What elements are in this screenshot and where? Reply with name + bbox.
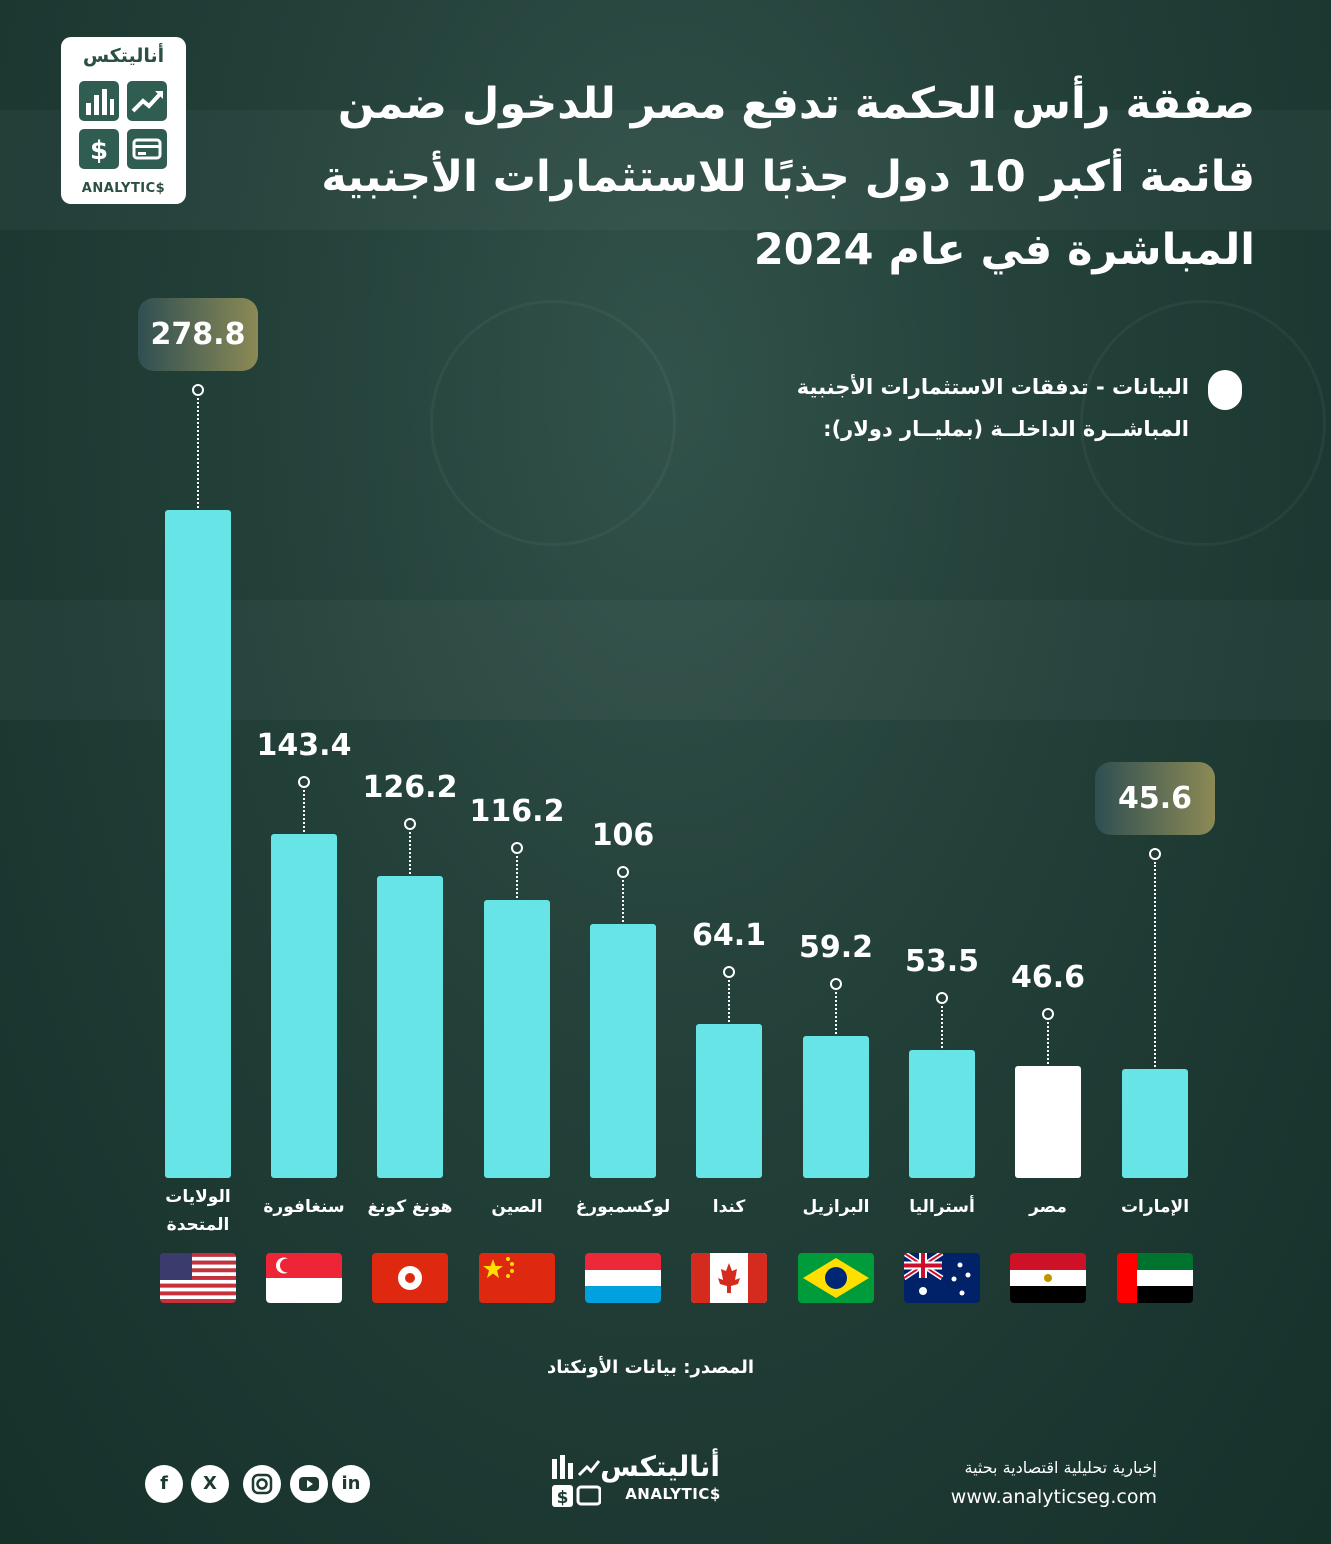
value-label-0: 278.8 (138, 298, 258, 371)
bar-8 (1015, 1066, 1081, 1178)
uae-flag-icon (1117, 1253, 1193, 1303)
footer-tagline: إخبارية تحليلية اقتصادية بحثية (964, 1458, 1157, 1477)
brand-logo: أناليتكس $ ANALYTIC$ (61, 37, 186, 204)
bar-3 (484, 900, 550, 1178)
leader-dot-2 (404, 818, 416, 830)
title-line-2: قائمة أكبر 10 دول جذبًا للاستثمارات الأج… (321, 152, 1255, 202)
x-icon[interactable]: X (191, 1465, 229, 1503)
linkedin-icon[interactable]: in (332, 1465, 370, 1503)
legend-line-2: المباشــرة الداخلــة (بمليــار دولار): (823, 417, 1189, 441)
value-label-3: 116.2 (469, 794, 565, 829)
bar-1 (271, 834, 337, 1178)
leader-dot-6 (830, 978, 842, 990)
china-flag-icon (479, 1253, 555, 1303)
leader-line-8 (1047, 1022, 1049, 1064)
bar-0 (165, 510, 231, 1178)
leader-line-2 (409, 832, 411, 874)
category-label-6: البرازيل (802, 1197, 870, 1217)
youtube-icon[interactable] (290, 1465, 328, 1503)
category-label-7: أستراليا (909, 1197, 975, 1217)
hong-kong-flag-icon (372, 1253, 448, 1303)
leader-line-1 (303, 790, 305, 832)
value-label-7: 53.5 (904, 944, 980, 979)
facebook-icon[interactable]: f (145, 1465, 183, 1503)
footer-url[interactable]: www.analyticseg.com (950, 1486, 1157, 1508)
leader-dot-8 (1042, 1008, 1054, 1020)
trend-up-icon (127, 81, 167, 121)
category-label-0: الولايات المتحدة (165, 1187, 231, 1235)
bar-5 (696, 1024, 762, 1178)
title-line-3: المباشرة في عام 2024 (753, 225, 1255, 275)
svg-text:$: $ (90, 136, 108, 166)
leader-dot-0 (192, 384, 204, 396)
footer-brand-arabic: أناليتكس (600, 1450, 720, 1483)
leader-line-3 (516, 856, 518, 898)
bar-4 (590, 924, 656, 1178)
category-label-3: الصين (491, 1197, 543, 1217)
leader-dot-1 (298, 776, 310, 788)
page-title: صفقة رأس الحكمة تدفع مصر للدخول ضمن قائم… (255, 68, 1255, 287)
instagram-icon[interactable] (243, 1465, 281, 1503)
bar-2 (377, 876, 443, 1178)
leader-dot-3 (511, 842, 523, 854)
category-label-8: مصر (1029, 1197, 1067, 1217)
legend-line-1: البيانات - تدفقات الاستثمارات الأجنبية (796, 375, 1189, 399)
bar-6 (803, 1036, 869, 1178)
value-label-2: 126.2 (362, 770, 458, 805)
value-label-5: 64.1 (691, 918, 767, 953)
value-label-9: 45.6 (1095, 762, 1215, 835)
category-label-9: الإمارات (1120, 1197, 1190, 1217)
australia-flag-icon (904, 1253, 980, 1303)
value-label-4: 106 (591, 818, 655, 853)
legend-marker (1208, 370, 1242, 410)
footer-brand-english: ANALYTIC$ (625, 1485, 721, 1503)
us-flag-icon (160, 1253, 236, 1303)
source-note: المصدر: بيانات الأونكتاد (546, 1357, 754, 1378)
dollar-icon: $ (79, 129, 119, 169)
banknote-seal (430, 300, 676, 546)
category-label-2: هونغ كونغ (367, 1197, 453, 1217)
logo-arabic-text: أناليتكس (82, 45, 165, 67)
brazil-flag-icon (798, 1253, 874, 1303)
bar-chart-icon (79, 81, 119, 121)
luxembourg-flag-icon (585, 1253, 661, 1303)
leader-line-7 (941, 1006, 943, 1048)
category-label-4: لوكسمبورغ (575, 1197, 671, 1217)
banknote-seal (1080, 300, 1326, 546)
category-label-5: كندا (712, 1197, 746, 1217)
leader-line-6 (835, 992, 837, 1034)
card-icon (127, 129, 167, 169)
leader-dot-9 (1149, 848, 1161, 860)
svg-text:$: $ (557, 1488, 569, 1508)
value-label-1: 143.4 (256, 728, 352, 763)
leader-dot-5 (723, 966, 735, 978)
singapore-flag-icon (266, 1253, 342, 1303)
value-label-6: 59.2 (798, 930, 874, 965)
bar-9 (1122, 1069, 1188, 1178)
leader-line-0 (197, 398, 199, 508)
leader-line-5 (728, 980, 730, 1022)
canada-flag-icon (691, 1253, 767, 1303)
value-label-8: 46.6 (1010, 960, 1086, 995)
title-line-1: صفقة رأس الحكمة تدفع مصر للدخول ضمن (337, 79, 1255, 129)
footer-logo-mark: $ (552, 1455, 601, 1508)
legend: البيانات - تدفقات الاستثمارات الأجنبية ا… (669, 366, 1189, 450)
leader-line-4 (622, 880, 624, 922)
bar-7 (909, 1050, 975, 1178)
logo-english-text: ANALYTIC$ (81, 181, 166, 196)
category-label-1: سنغافورة (263, 1197, 345, 1217)
leader-dot-7 (936, 992, 948, 1004)
leader-dot-4 (617, 866, 629, 878)
leader-line-9 (1154, 862, 1156, 1067)
egypt-flag-icon (1010, 1253, 1086, 1303)
